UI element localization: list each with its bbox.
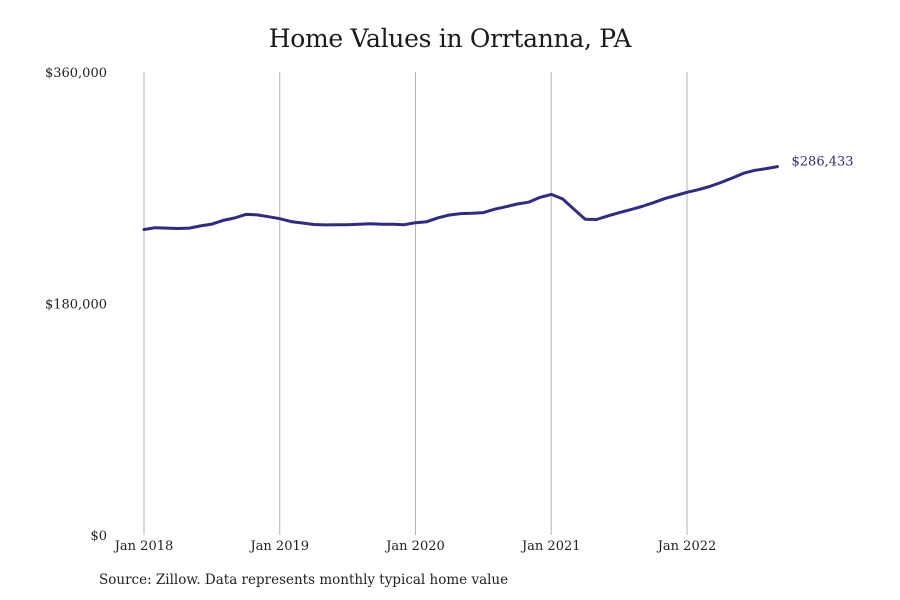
gridlines bbox=[143, 72, 688, 535]
source-note: Source: Zillow. Data represents monthly … bbox=[99, 572, 509, 588]
y-tick-label: $0 bbox=[90, 529, 107, 544]
x-axis: Jan 2018 Jan 2019 Jan 2020 Jan 2021 Jan 2022 bbox=[113, 539, 717, 554]
y-axis: $0 $180,000 $360,000 bbox=[45, 66, 107, 544]
x-tick-label: Jan 2022 bbox=[656, 539, 717, 554]
y-tick-label: $180,000 bbox=[45, 298, 107, 313]
x-tick-label: Jan 2019 bbox=[248, 539, 309, 554]
end-value-label: $286,433 bbox=[792, 155, 854, 170]
x-tick-label: Jan 2018 bbox=[113, 539, 174, 554]
chart-title: Home Values in Orrtanna, PA bbox=[268, 24, 632, 53]
y-tick-label: $360,000 bbox=[45, 66, 107, 81]
series-layer: $286,433 bbox=[142, 155, 854, 231]
x-tick-label: Jan 2021 bbox=[520, 539, 581, 554]
x-tick-label: Jan 2020 bbox=[384, 539, 445, 554]
series-line bbox=[142, 165, 779, 231]
